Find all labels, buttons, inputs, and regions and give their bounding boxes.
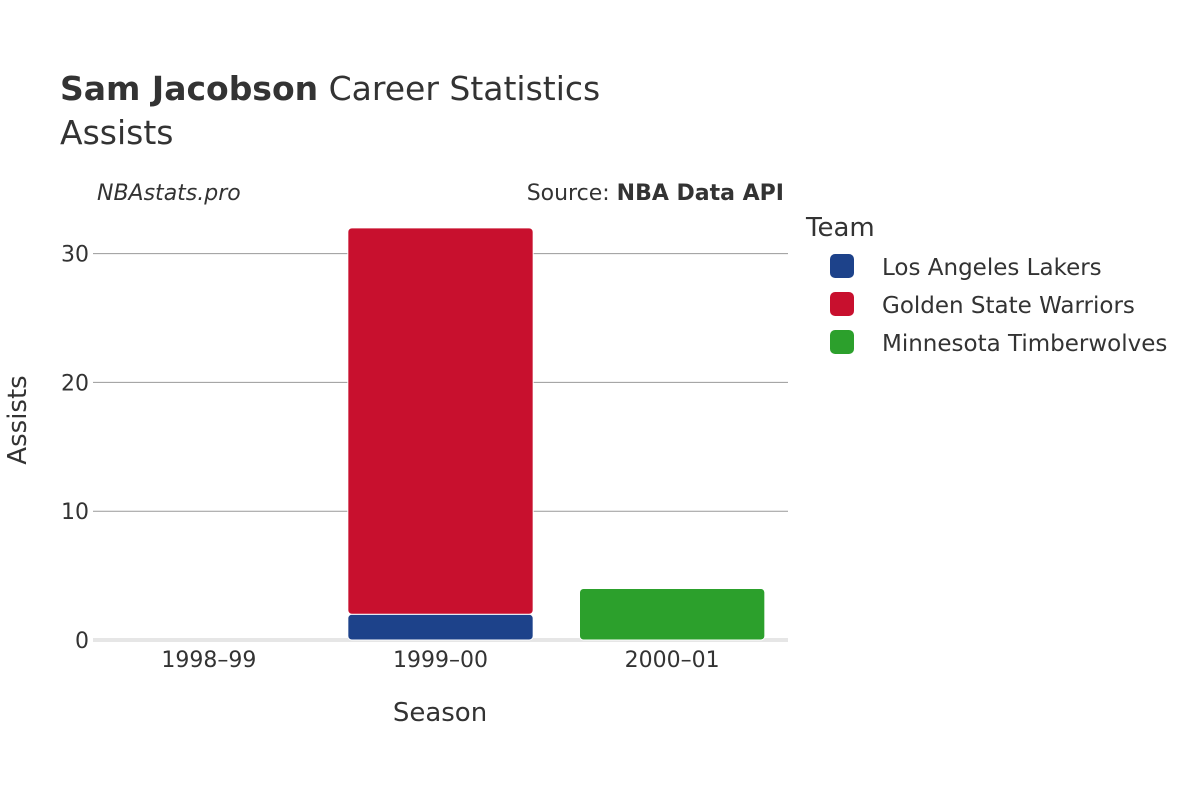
title-suffix: Career Statistics	[318, 69, 600, 108]
source-credit: Source: NBA Data API	[527, 181, 784, 206]
x-axis-title: Season	[393, 698, 487, 728]
y-axis-title: Assists	[3, 375, 33, 464]
source-name: NBA Data API	[617, 181, 784, 206]
y-tick-label: 20	[61, 371, 89, 396]
chart-title: Sam Jacobson Career Statistics	[60, 69, 600, 108]
legend: Los Angeles Lakers Golden State Warriors M…	[830, 254, 1167, 357]
legend-label[interactable]: Golden State Warriors	[882, 293, 1135, 319]
y-tick-labels: 0 10 20 30	[61, 243, 89, 654]
y-tick-label: 30	[61, 243, 89, 268]
y-tick-label: 0	[75, 629, 89, 654]
bar-los-angeles-lakers-1[interactable]	[347, 613, 534, 641]
y-tick-label: 10	[61, 500, 89, 525]
source-label: Source:	[527, 181, 617, 206]
site-credit: NBAstats.pro	[97, 181, 241, 206]
x-tick-label: 2000–01	[625, 648, 720, 673]
player-name: Sam Jacobson	[60, 69, 318, 108]
bar-minnesota-timberwolves-2[interactable]	[579, 587, 766, 641]
legend-title: Team	[805, 213, 875, 243]
bars	[347, 227, 766, 641]
legend-label[interactable]: Los Angeles Lakers	[882, 255, 1102, 281]
x-tick-label: 1999–00	[393, 648, 488, 673]
legend-label[interactable]: Minnesota Timberwolves	[882, 331, 1167, 357]
legend-swatch[interactable]	[830, 292, 854, 316]
x-tick-label: 1998–99	[161, 648, 256, 673]
x-tick-labels: 1998–99 1999–00 2000–01	[161, 648, 719, 673]
legend-swatch[interactable]	[830, 330, 854, 354]
legend-swatch[interactable]	[830, 254, 854, 278]
bar-golden-state-warriors-1[interactable]	[347, 227, 534, 615]
chart-subtitle: Assists	[60, 113, 173, 152]
